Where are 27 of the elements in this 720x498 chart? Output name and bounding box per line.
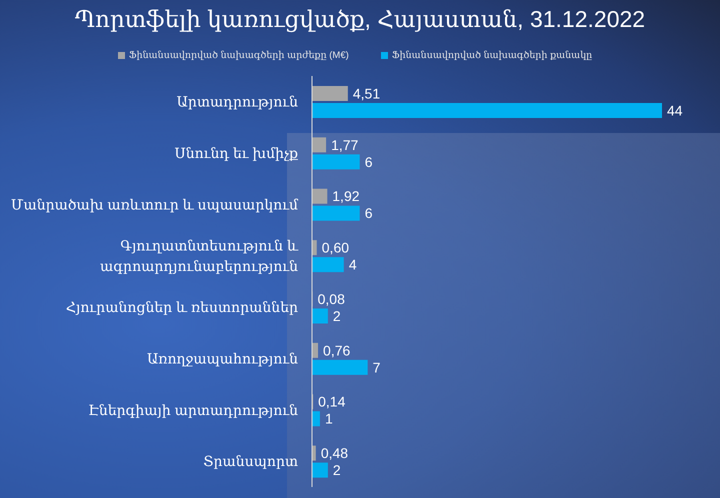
legend-label: Ֆինանսավորված նախագծերի արժեքը (M€) (128, 50, 349, 61)
data-label: 0,48 (320, 445, 348, 462)
data-label: 2 (332, 462, 341, 478)
y-tick-label: Արտադրություն (176, 94, 298, 110)
data-label: 0,60 (322, 240, 350, 256)
data-label: 0,76 (323, 342, 351, 358)
data-label: 0,14 (318, 394, 346, 410)
y-tick-label: Մանրածախ առևտուր և սպասարկում (10, 196, 299, 212)
data-label: 7 (372, 359, 381, 376)
data-label: 1,77 (331, 136, 359, 153)
data-label: 44 (667, 102, 683, 118)
y-tick-label: Գյուղատնտեսություն և ագրոարդյունաբերություն (100, 238, 299, 274)
data-label: 4,51 (352, 85, 380, 102)
data-label: 1,92 (332, 188, 360, 204)
data-label: 1 (324, 410, 333, 427)
data-label: 6 (364, 154, 373, 170)
y-tick-label: Տրանսպորտ (203, 453, 298, 470)
y-tick-label: Հյուրանոցներ և ռեստորաններ (66, 299, 298, 316)
y-tick-label: Առողջապահություն (146, 350, 298, 366)
legend-label: Ֆինանսավորված նախագծերի քանակը (392, 50, 592, 61)
y-tick-label: Էներգիայի արտադրություն (88, 402, 298, 418)
y-tick-label: Սնունդ եւ խմիչք (174, 144, 298, 161)
data-label: 6 (364, 205, 373, 222)
data-label: 4 (348, 256, 357, 273)
chart-title: Պորտֆելի կառուցվածք, Հայաստան, 31.12.2022 (74, 6, 646, 33)
data-label: 2 (332, 308, 341, 324)
data-label: 0,08 (318, 290, 346, 307)
